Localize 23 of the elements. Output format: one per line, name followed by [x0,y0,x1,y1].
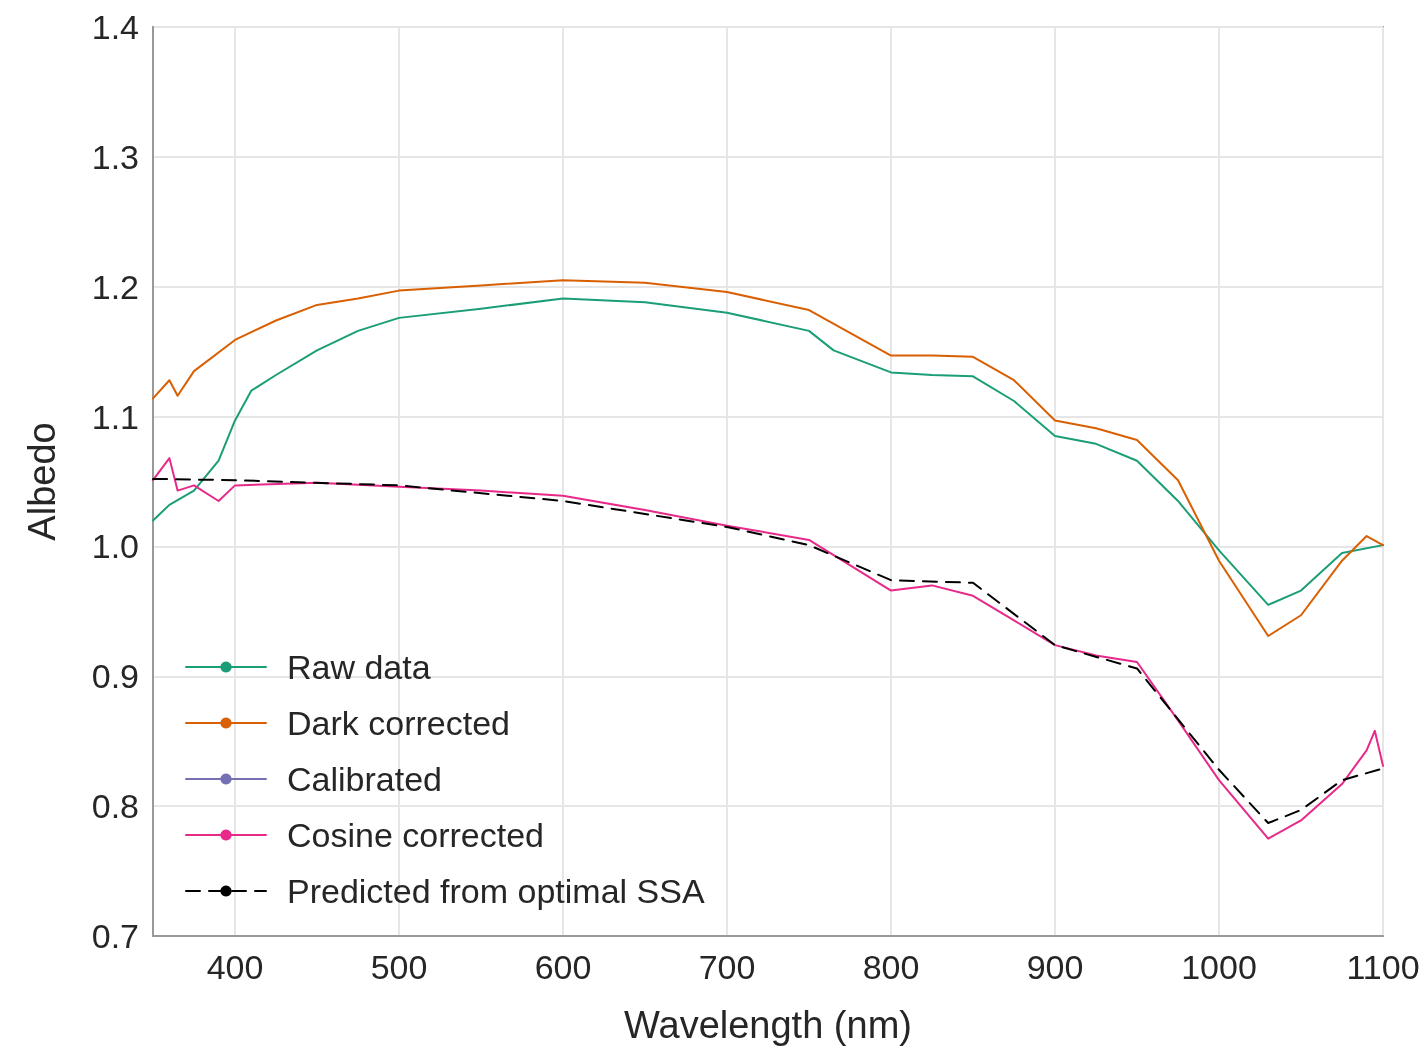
y-tick-label: 0.7 [91,917,139,955]
y-tick-label: 1.4 [91,8,139,46]
y-tick-label: 1.1 [91,397,139,436]
y-tick-label: 0.8 [91,787,139,826]
y-tick-label: 0.9 [91,657,139,696]
legend-label: Raw data [287,648,431,686]
x-tick-label: 600 [534,948,592,986]
x-tick-label: 900 [1026,948,1084,986]
y-tick-label: 1.0 [91,527,139,566]
y-tick-label: 1.3 [91,137,139,176]
legend-label: Predicted from optimal SSA [287,872,705,910]
x-tick-label: 800 [862,948,920,986]
x-tick-label: 1000 [1181,948,1257,986]
y-axis-title: Albedo [21,422,63,541]
y-tick-label: 1.2 [91,267,139,306]
x-axis-title: Wavelength (nm) [624,1004,912,1046]
legend-label: Calibrated [287,760,442,798]
x-tick-label: 500 [370,948,428,986]
x-tick-label: 1100 [1346,948,1420,986]
x-tick-label: 700 [698,948,756,986]
x-tick-label: 400 [206,948,264,986]
legend-label: Dark corrected [287,704,510,742]
legend-label: Cosine corrected [287,816,545,854]
